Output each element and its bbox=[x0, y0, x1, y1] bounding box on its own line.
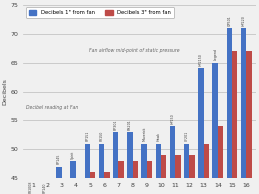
Text: Maverick: Maverick bbox=[142, 127, 146, 141]
Bar bbox=[141, 144, 147, 178]
Bar bbox=[175, 155, 181, 178]
Text: Hawk: Hawk bbox=[156, 132, 160, 141]
Text: HP150: HP150 bbox=[171, 113, 175, 124]
Text: RP151: RP151 bbox=[85, 131, 89, 141]
Bar bbox=[85, 144, 90, 178]
Text: HP220: HP220 bbox=[242, 15, 246, 26]
Legend: Decibels 1" from fan, Decibels 3" from fan: Decibels 1" from fan, Decibels 3" from f… bbox=[26, 7, 174, 18]
Text: FR1008: FR1008 bbox=[28, 181, 33, 193]
Text: FR150: FR150 bbox=[99, 131, 104, 141]
Text: Legend: Legend bbox=[213, 48, 217, 60]
Text: Fan airflow mid-point of static pressure: Fan airflow mid-point of static pressure bbox=[89, 48, 179, 53]
Y-axis label: Decibels: Decibels bbox=[3, 78, 8, 105]
Bar bbox=[241, 28, 246, 178]
Bar bbox=[62, 178, 67, 184]
Bar bbox=[56, 167, 62, 178]
Text: RP140: RP140 bbox=[43, 183, 47, 193]
Bar bbox=[99, 144, 104, 178]
Bar bbox=[90, 172, 96, 178]
Bar bbox=[127, 132, 133, 178]
Text: Decibel reading at Fan: Decibel reading at Fan bbox=[26, 105, 78, 110]
Bar bbox=[184, 144, 190, 178]
Text: RP301: RP301 bbox=[114, 119, 118, 130]
Bar bbox=[104, 172, 110, 178]
Bar bbox=[70, 161, 76, 178]
Bar bbox=[218, 126, 223, 178]
Text: GP501: GP501 bbox=[227, 15, 231, 26]
Bar bbox=[232, 51, 238, 178]
Text: HP2150: HP2150 bbox=[199, 53, 203, 66]
Bar bbox=[133, 161, 138, 178]
Bar bbox=[147, 161, 152, 178]
Text: RX201: RX201 bbox=[128, 119, 132, 130]
Bar bbox=[198, 68, 204, 178]
Bar bbox=[204, 144, 209, 178]
Bar bbox=[227, 28, 232, 178]
Text: CF201: CF201 bbox=[185, 131, 189, 141]
Text: Spirit: Spirit bbox=[71, 150, 75, 159]
Bar bbox=[246, 51, 252, 178]
Bar bbox=[190, 155, 195, 178]
Bar bbox=[161, 155, 167, 178]
Bar bbox=[212, 63, 218, 178]
Bar bbox=[42, 178, 47, 194]
Bar bbox=[33, 178, 39, 194]
Bar bbox=[28, 178, 33, 194]
Bar bbox=[113, 132, 118, 178]
Bar bbox=[47, 178, 53, 194]
Bar bbox=[118, 161, 124, 178]
Text: RP145: RP145 bbox=[57, 154, 61, 164]
Bar bbox=[170, 126, 175, 178]
Bar bbox=[156, 144, 161, 178]
